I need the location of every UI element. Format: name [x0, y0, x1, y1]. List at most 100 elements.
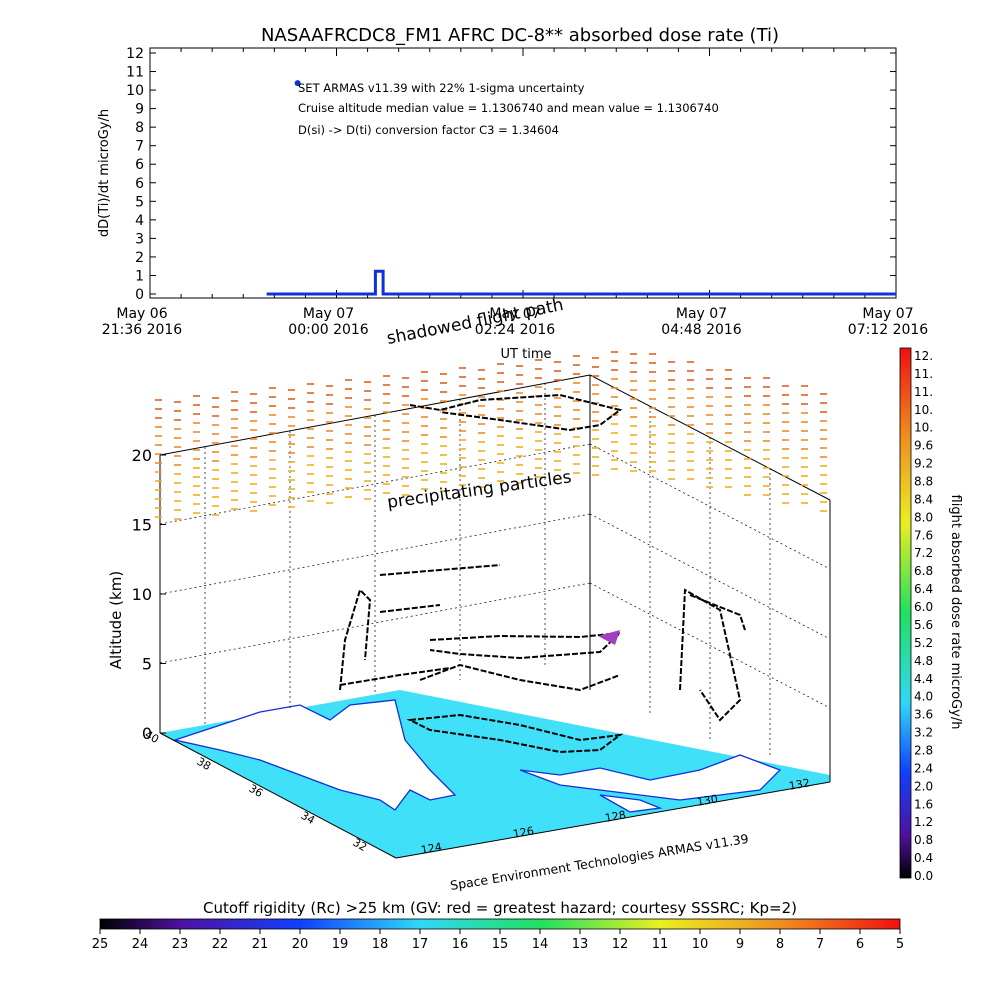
- x-tick-label-time: 02:24 2016: [475, 322, 556, 338]
- y-tick-label: 0: [135, 287, 144, 303]
- z-tick-label: 15: [132, 516, 152, 535]
- colorbar-tick-label: 22: [212, 937, 229, 952]
- y-tick-label: 2: [135, 250, 144, 266]
- x-tick-label-date: May 06: [116, 306, 167, 322]
- colorbar-gradient: [99, 918, 901, 930]
- colorbar-tick-label: 7.6: [914, 528, 933, 542]
- y-tick-label: 5: [135, 194, 144, 210]
- colorbar-tick-label: 1.6: [914, 797, 933, 811]
- annotation-uncertainty: SET ARMAS v11.39 with 22% 1-sigma uncert…: [298, 81, 585, 95]
- colorbar-tick-label: 17: [412, 937, 429, 952]
- x-tick-label-date: May 07: [862, 306, 913, 322]
- colorbar-tick-label: 5: [896, 937, 904, 952]
- y-tick-label: 4: [135, 213, 144, 229]
- colorbar-tick-label: 25: [92, 937, 109, 952]
- colorbar-tick-label: 19: [332, 937, 349, 952]
- japan-land: [519, 754, 782, 801]
- colorbar-tick-label: 10: [692, 937, 709, 952]
- z-tick-label: 0: [142, 724, 152, 743]
- colorbar-tick-label: 6: [856, 937, 864, 952]
- colorbar-tick-label: 13: [572, 937, 589, 952]
- colorbar-title: Cutoff rigidity (Rc) >25 km (GV: red = g…: [203, 899, 797, 917]
- latitude-tick-label: 40: [142, 728, 161, 746]
- z-axis-label: Altitude (km): [107, 571, 125, 669]
- colorbar-tick-label: 15: [492, 937, 509, 952]
- x-tick-label-date: May 07: [303, 306, 354, 322]
- x-axis-label: UT time: [501, 347, 552, 362]
- colorbar-tick-label: 11: [652, 937, 669, 952]
- colorbar-ticks: 12. 11. 11. 10. 10. 9.6 9.2 8.8 8.4 8.0 7.6 7.2 6.8 6…: [914, 349, 933, 883]
- colorbar-tick-label: 1.2: [914, 815, 933, 829]
- colorbar-ticks: 25 24 23 22 21 20 19 18 17 16 15 14 13 12 11 10 9 8 7 6 5: [92, 929, 904, 952]
- colorbar-tick-label: 24: [132, 937, 149, 952]
- x-tick-label-date: May 07: [676, 306, 727, 322]
- colorbar-tick-label: 18: [372, 937, 389, 952]
- colorbar-tick-label: 12.: [914, 349, 933, 363]
- colorbar-tick-label: 2.8: [914, 743, 933, 757]
- y-tick-label: 3: [135, 231, 144, 247]
- latitude-ticks: 40 38 36 34 32: [142, 728, 369, 854]
- longitude-tick-label: 132: [788, 776, 811, 792]
- z-tick-label: 5: [142, 655, 152, 674]
- colorbar-tick-label: 5.2: [914, 636, 933, 650]
- x-tick-label-time: 21:36 2016: [102, 322, 183, 338]
- annotation-precipitating: precipitating particles: [386, 467, 573, 513]
- y-tick-label: 10: [126, 83, 144, 99]
- legend-marker: [294, 80, 301, 87]
- colorbar-tick-label: 21: [252, 937, 269, 952]
- x-tick-label-time: 04:48 2016: [661, 322, 742, 338]
- longitude-ticks: 124 126 128 130 132: [420, 776, 811, 856]
- latitude-tick-label: 32: [350, 836, 369, 854]
- annotation-conversion-factor: D(si) -> D(ti) conversion factor C3 = 1.…: [298, 123, 559, 137]
- colorbar-tick-label: 9: [736, 937, 744, 952]
- chart-title: NASAAFRCDC8_FM1 AFRC DC-8** absorbed dos…: [261, 25, 779, 46]
- longitude-tick-label: 124: [420, 840, 443, 856]
- colorbar-tick-label: 4.0: [914, 690, 933, 704]
- colorbar-tick-label: 6.0: [914, 600, 933, 614]
- colorbar-tick-label: 11.: [914, 385, 933, 399]
- dose-rate-colorbar: 12. 11. 11. 10. 10. 9.6 9.2 8.8 8.4 8.0 7.6 7.2 6.8 6…: [899, 347, 963, 883]
- z-axis-ticks: 0 5 10 15 20: [132, 446, 166, 743]
- x-tick-label-time: 00:00 2016: [288, 322, 369, 338]
- z-tick-label: 20: [132, 446, 152, 465]
- altitude-3d-view: shadowed flight path precipitating parti…: [107, 295, 831, 893]
- colorbar-tick-label: 5.6: [914, 618, 933, 632]
- y-axis-label: dD(Ti)/dt microGy/h: [97, 109, 112, 237]
- colorbar-tick-label: 6.8: [914, 564, 933, 578]
- colorbar-tick-label: 8.8: [914, 475, 933, 489]
- colorbar-tick-label: 11.: [914, 367, 933, 381]
- colorbar-tick-label: 0.4: [914, 851, 933, 865]
- y-tick-label: 12: [126, 46, 144, 62]
- colorbar-tick-label: 20: [292, 937, 309, 952]
- dose-rate-marks: [155, 351, 827, 520]
- annotation-cruise-altitude: Cruise altitude median value = 1.1306740…: [298, 101, 719, 115]
- colorbar-tick-label: 3.6: [914, 708, 933, 722]
- colorbar-tick-label: 8.0: [914, 510, 933, 524]
- colorbar-tick-label: 4.8: [914, 654, 933, 668]
- colorbar-label: flight absorbed dose rate microGy/h: [948, 495, 963, 730]
- x-tick-label-time: 07:12 2016: [848, 322, 929, 338]
- y-tick-label: 7: [135, 139, 144, 155]
- colorbar-tick-label: 0.8: [914, 833, 933, 847]
- colorbar-tick-label: 9.2: [914, 457, 933, 471]
- latitude-tick-label: 36: [246, 782, 265, 800]
- colorbar-tick-label: 8: [776, 937, 784, 952]
- y-tick-label: 1: [135, 268, 144, 284]
- z-tick-label: 10: [132, 585, 152, 604]
- colorbar-tick-label: 7.2: [914, 546, 933, 560]
- colorbar-tick-label: 16: [452, 937, 469, 952]
- y-tick-label: 6: [135, 176, 144, 192]
- colorbar-tick-label: 4.4: [914, 672, 933, 686]
- colorbar-tick-label: 6.4: [914, 582, 933, 596]
- y-tick-label: 8: [135, 120, 144, 136]
- y-tick-label: 6: [135, 157, 144, 173]
- colorbar-tick-label: 9.6: [914, 439, 933, 453]
- longitude-tick-label: 126: [512, 824, 535, 840]
- colorbar-tick-label: 3.2: [914, 726, 933, 740]
- colorbar-tick-label: 10.: [914, 421, 933, 435]
- y-tick-label: 9: [135, 102, 144, 118]
- colorbar-tick-label: 14: [532, 937, 549, 952]
